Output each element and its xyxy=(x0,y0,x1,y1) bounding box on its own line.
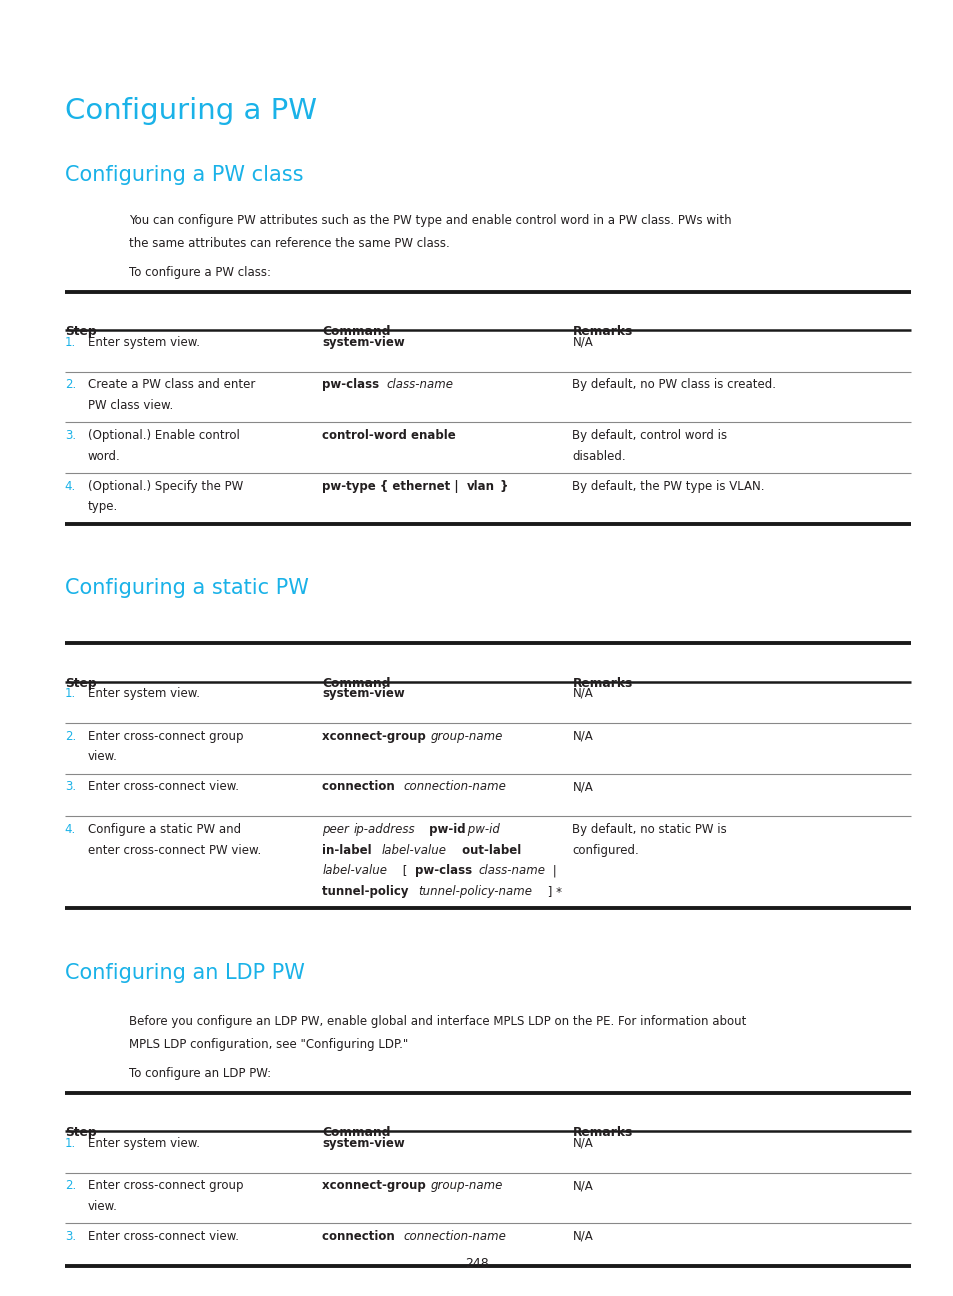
Text: MPLS LDP configuration, see "Configuring LDP.": MPLS LDP configuration, see "Configuring… xyxy=(129,1038,408,1051)
Text: 4.: 4. xyxy=(65,823,76,836)
Text: system-view: system-view xyxy=(322,336,405,349)
Text: N/A: N/A xyxy=(572,1179,593,1192)
Text: xconnect-group: xconnect-group xyxy=(322,1179,430,1192)
Text: N/A: N/A xyxy=(572,1230,593,1243)
Text: N/A: N/A xyxy=(572,730,593,743)
Text: pw-type { ethernet |: pw-type { ethernet | xyxy=(322,480,463,492)
Text: By default, no static PW is: By default, no static PW is xyxy=(572,823,726,836)
Text: pw-class: pw-class xyxy=(415,864,476,877)
Text: type.: type. xyxy=(88,500,118,513)
Text: N/A: N/A xyxy=(572,780,593,793)
Text: pw-id: pw-id xyxy=(424,823,465,836)
Text: 248: 248 xyxy=(465,1257,488,1270)
Text: N/A: N/A xyxy=(572,336,593,349)
Text: connection: connection xyxy=(322,780,399,793)
Text: You can configure PW attributes such as the PW type and enable control word in a: You can configure PW attributes such as … xyxy=(129,214,731,227)
Text: view.: view. xyxy=(88,1200,117,1213)
Text: Command: Command xyxy=(322,325,391,338)
Text: view.: view. xyxy=(88,750,117,763)
Text: }: } xyxy=(496,480,508,492)
Text: PW class view.: PW class view. xyxy=(88,399,172,412)
Text: connection-name: connection-name xyxy=(403,1230,506,1243)
Text: Enter cross-connect view.: Enter cross-connect view. xyxy=(88,1230,238,1243)
Text: By default, the PW type is VLAN.: By default, the PW type is VLAN. xyxy=(572,480,764,492)
Text: By default, control word is: By default, control word is xyxy=(572,429,727,442)
Text: Create a PW class and enter: Create a PW class and enter xyxy=(88,378,254,391)
Text: Command: Command xyxy=(322,677,391,689)
Text: ip-address: ip-address xyxy=(354,823,416,836)
Text: To configure a PW class:: To configure a PW class: xyxy=(129,266,271,279)
Text: [: [ xyxy=(398,864,411,877)
Text: system-view: system-view xyxy=(322,1137,405,1150)
Text: tunnel-policy-name: tunnel-policy-name xyxy=(417,885,531,898)
Text: class-name: class-name xyxy=(477,864,544,877)
Text: To configure an LDP PW:: To configure an LDP PW: xyxy=(129,1067,271,1080)
Text: disabled.: disabled. xyxy=(572,450,625,463)
Text: vlan: vlan xyxy=(466,480,494,492)
Text: label-value: label-value xyxy=(322,864,387,877)
Text: enter cross-connect PW view.: enter cross-connect PW view. xyxy=(88,844,261,857)
Text: Remarks: Remarks xyxy=(572,677,632,689)
Text: peer: peer xyxy=(322,823,353,836)
Text: Configuring a PW class: Configuring a PW class xyxy=(65,165,303,184)
Text: 3.: 3. xyxy=(65,780,76,793)
Text: N/A: N/A xyxy=(572,1137,593,1150)
Text: N/A: N/A xyxy=(572,687,593,700)
Text: 1.: 1. xyxy=(65,336,76,349)
Text: Step: Step xyxy=(65,677,96,689)
Text: Configuring an LDP PW: Configuring an LDP PW xyxy=(65,963,304,982)
Text: (Optional.) Enable control: (Optional.) Enable control xyxy=(88,429,239,442)
Text: Step: Step xyxy=(65,325,96,338)
Text: xconnect-group: xconnect-group xyxy=(322,730,430,743)
Text: Enter system view.: Enter system view. xyxy=(88,1137,199,1150)
Text: Configuring a static PW: Configuring a static PW xyxy=(65,578,309,597)
Text: Enter cross-connect group: Enter cross-connect group xyxy=(88,730,243,743)
Text: Configuring a PW: Configuring a PW xyxy=(65,97,316,126)
Text: 3.: 3. xyxy=(65,429,76,442)
Text: in-label: in-label xyxy=(322,844,375,857)
Text: Enter system view.: Enter system view. xyxy=(88,336,199,349)
Text: 4.: 4. xyxy=(65,480,76,492)
Text: connection: connection xyxy=(322,1230,399,1243)
Text: control-word enable: control-word enable xyxy=(322,429,456,442)
Text: Command: Command xyxy=(322,1126,391,1139)
Text: group-name: group-name xyxy=(430,1179,502,1192)
Text: (Optional.) Specify the PW: (Optional.) Specify the PW xyxy=(88,480,243,492)
Text: pw-class: pw-class xyxy=(322,378,383,391)
Text: system-view: system-view xyxy=(322,687,405,700)
Text: class-name: class-name xyxy=(386,378,453,391)
Text: Enter cross-connect view.: Enter cross-connect view. xyxy=(88,780,238,793)
Text: Remarks: Remarks xyxy=(572,1126,632,1139)
Text: tunnel-policy: tunnel-policy xyxy=(322,885,413,898)
Text: Before you configure an LDP PW, enable global and interface MPLS LDP on the PE. : Before you configure an LDP PW, enable g… xyxy=(129,1015,745,1028)
Text: label-value: label-value xyxy=(381,844,446,857)
Text: Remarks: Remarks xyxy=(572,325,632,338)
Text: 2.: 2. xyxy=(65,378,76,391)
Text: 2.: 2. xyxy=(65,730,76,743)
Text: By default, no PW class is created.: By default, no PW class is created. xyxy=(572,378,776,391)
Text: the same attributes can reference the same PW class.: the same attributes can reference the sa… xyxy=(129,237,449,250)
Text: pw-id: pw-id xyxy=(463,823,499,836)
Text: 1.: 1. xyxy=(65,1137,76,1150)
Text: ] *: ] * xyxy=(543,885,561,898)
Text: group-name: group-name xyxy=(430,730,502,743)
Text: Enter system view.: Enter system view. xyxy=(88,687,199,700)
Text: Configure a static PW and: Configure a static PW and xyxy=(88,823,241,836)
Text: Step: Step xyxy=(65,1126,96,1139)
Text: out-label: out-label xyxy=(457,844,520,857)
Text: 2.: 2. xyxy=(65,1179,76,1192)
Text: Enter cross-connect group: Enter cross-connect group xyxy=(88,1179,243,1192)
Text: word.: word. xyxy=(88,450,120,463)
Text: 1.: 1. xyxy=(65,687,76,700)
Text: 3.: 3. xyxy=(65,1230,76,1243)
Text: connection-name: connection-name xyxy=(403,780,506,793)
Text: |: | xyxy=(548,864,556,877)
Text: configured.: configured. xyxy=(572,844,639,857)
